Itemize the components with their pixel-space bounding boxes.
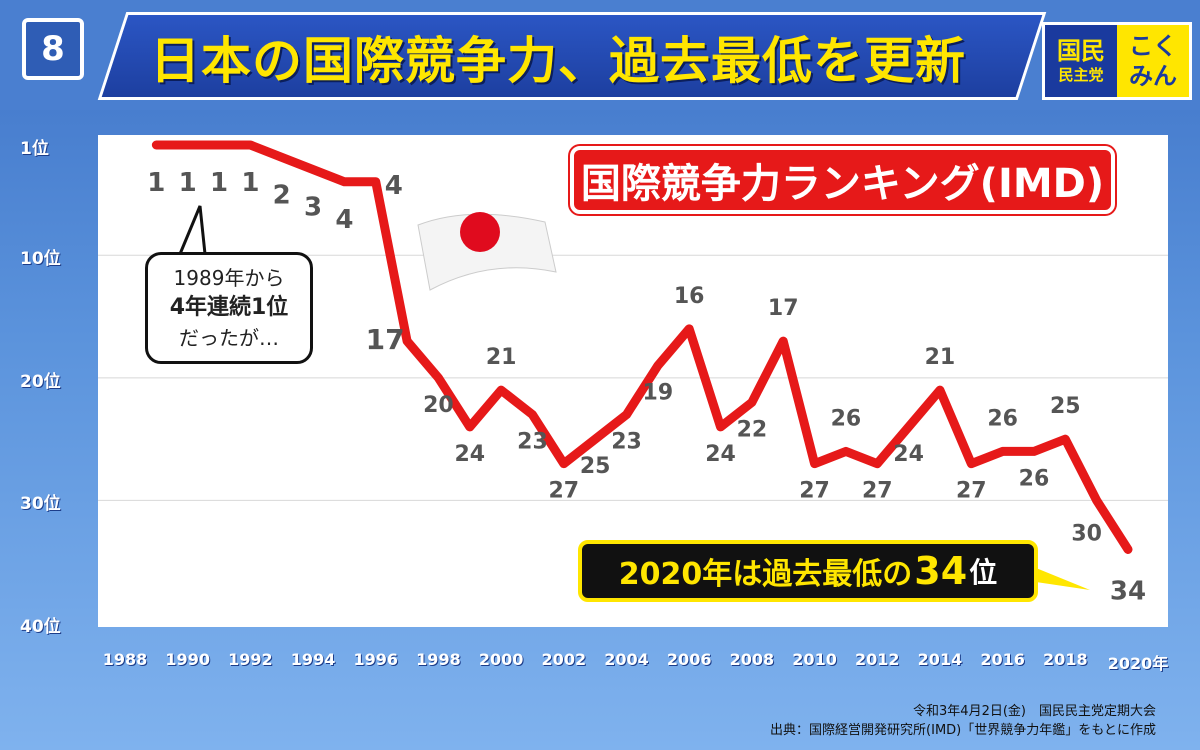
x-tick-label: 1988 [102, 650, 148, 669]
footer-event: 令和3年4月2日(金) 国民民主党定期大会 [913, 704, 1156, 719]
callout-text-1: 2020年は過去最低の [618, 557, 913, 592]
x-tick-label: 2020年 [1107, 654, 1169, 673]
x-tick-label: 2008 [729, 650, 775, 669]
logo-right: こく みん [1117, 25, 1189, 97]
x-tick-label: 2010 [792, 650, 837, 669]
slide-number: 8 [22, 18, 84, 80]
page-title: 日本の国際競争力、過去最低を更新 [150, 32, 966, 90]
y-tick-label: 30位 [20, 494, 61, 515]
x-tick-label: 1996 [353, 650, 399, 669]
y-tick-label: 20位 [20, 371, 61, 392]
logo-text-1: 国民 [1057, 37, 1105, 65]
x-tick-label: 2016 [980, 650, 1025, 669]
x-tick-label: 2012 [854, 650, 900, 669]
logo-text-2: 民主党 [1058, 66, 1104, 84]
logo-left: 国民 民主党 [1045, 25, 1117, 97]
chart-title-badge: 国際競争力ランキング(IMD) [570, 146, 1115, 214]
callout-rank: 34 [914, 549, 968, 593]
x-tick-label: 2000 [478, 650, 524, 669]
x-tick-label: 1998 [416, 650, 461, 669]
y-tick-label: 10位 [20, 249, 61, 270]
x-tick-label: 2014 [917, 650, 963, 669]
bubble-line-1: 1989年から [173, 266, 285, 290]
x-tick-label: 1992 [228, 650, 273, 669]
footer-source: 出典：国際経営開発研究所(IMD)「世界競争力年鑑」をもとに作成 [770, 723, 1156, 738]
lowest-callout: 2020年は過去最低の 34 位 [578, 540, 1038, 602]
x-tick-label: 1990 [165, 650, 210, 669]
callout-text-3: 位 [969, 556, 998, 589]
x-tick-label: 2018 [1043, 650, 1088, 669]
x-tick-label: 1994 [290, 650, 336, 669]
y-tick-label: 1位 [20, 139, 49, 159]
party-logo: 国民 民主党 こく みん [1042, 22, 1192, 100]
x-tick-label: 2006 [666, 650, 712, 669]
logo-text-4: みん [1129, 62, 1177, 90]
bubble-line-3: だったが… [179, 326, 279, 350]
speech-bubble: 1989年から 4年連続1位 だったが… [145, 252, 313, 364]
y-tick-label: 40位 [20, 617, 61, 637]
x-tick-label: 2004 [604, 650, 649, 669]
logo-text-3: こく [1129, 32, 1177, 60]
x-tick-label: 2002 [541, 650, 587, 669]
bubble-line-2: 4年連続1位 [169, 295, 289, 320]
